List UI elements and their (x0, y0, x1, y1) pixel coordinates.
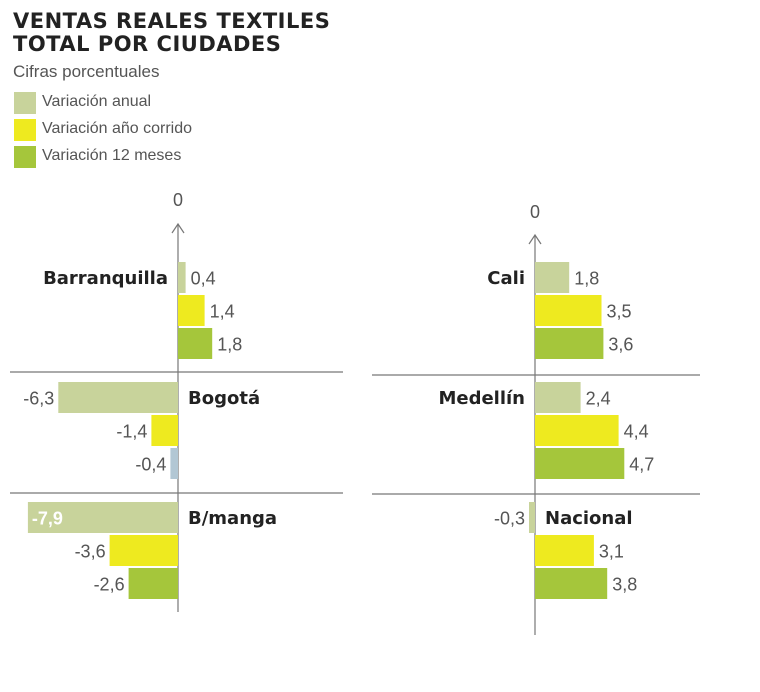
data-label-medellin-anual: 2,4 (586, 389, 611, 409)
legend-label-doce-meses: Variación 12 meses (42, 147, 182, 164)
bar-b-manga-doce_meses (128, 568, 178, 599)
data-label-b-manga-anual: -7,9 (32, 509, 63, 529)
data-label-barranquilla-anual: 0,4 (191, 269, 216, 289)
data-label-cali-anual: 1,8 (574, 269, 599, 289)
data-label-cali-doce_meses: 3,6 (608, 335, 633, 355)
chart-title-line-1: VENTAS REALES TEXTILES (13, 9, 331, 33)
city-label-barranquilla: Barranquilla (43, 268, 168, 289)
chart-title-line-2: TOTAL POR CIUDADES (13, 32, 282, 56)
city-label-b-manga: B/manga (188, 508, 277, 529)
bar-bogota-doce_meses (170, 448, 178, 479)
data-label-nacional-doce_meses: 3,8 (612, 575, 637, 595)
data-label-bogota-anual: -6,3 (23, 389, 54, 409)
data-label-barranquilla-anio_corrido: 1,4 (210, 302, 235, 322)
bar-medellin-doce_meses (535, 448, 625, 479)
bar-bogota-anio_corrido (151, 415, 178, 446)
chart-subtitle: Cifras porcentuales (13, 62, 160, 81)
bar-nacional-anio_corrido (535, 535, 594, 566)
data-label-b-manga-anio_corrido: -3,6 (75, 542, 106, 562)
data-label-barranquilla-doce_meses: 1,8 (217, 335, 242, 355)
bar-cali-anual (535, 262, 570, 293)
bar-cali-doce_meses (535, 328, 604, 359)
data-label-nacional-anual: -0,3 (494, 509, 525, 529)
data-label-bogota-doce_meses: -0,4 (135, 455, 166, 475)
legend-label-anio-corrido: Variación año corrido (42, 120, 193, 137)
bar-barranquilla-anio_corrido (178, 295, 205, 326)
bar-bogota-anual (58, 382, 178, 413)
data-label-bogota-anio_corrido: -1,4 (116, 422, 147, 442)
bar-medellin-anio_corrido (535, 415, 619, 446)
axis-arrow-right (528, 233, 542, 245)
data-label-medellin-doce_meses: 4,7 (629, 455, 654, 475)
city-label-nacional: Nacional (545, 508, 633, 529)
data-label-b-manga-doce_meses: -2,6 (94, 575, 125, 595)
bar-cali-anio_corrido (535, 295, 602, 326)
legend-swatch-doce-meses (14, 146, 36, 168)
bar-nacional-doce_meses (535, 568, 608, 599)
axis-zero-label-right: 0 (530, 202, 540, 222)
legend-label-anual: Variación anual (42, 93, 152, 110)
city-label-bogota: Bogotá (188, 388, 260, 409)
bar-medellin-anual (535, 382, 581, 413)
bar-barranquilla-doce_meses (178, 328, 213, 359)
data-label-cali-anio_corrido: 3,5 (607, 302, 632, 322)
legend-swatch-anual (14, 92, 36, 114)
axis-zero-label-left: 0 (173, 190, 183, 210)
bar-b-manga-anio_corrido (109, 535, 178, 566)
bar-b-manga-anual (27, 502, 179, 533)
legend-swatch-anio-corrido (14, 119, 36, 141)
bar-nacional-anual (529, 502, 535, 533)
city-label-medellin: Medellín (438, 388, 525, 409)
axis-arrow-left (171, 222, 185, 234)
data-label-nacional-anio_corrido: 3,1 (599, 542, 624, 562)
data-label-medellin-anio_corrido: 4,4 (624, 422, 649, 442)
bar-barranquilla-anual (178, 262, 186, 293)
city-label-cali: Cali (487, 268, 525, 289)
